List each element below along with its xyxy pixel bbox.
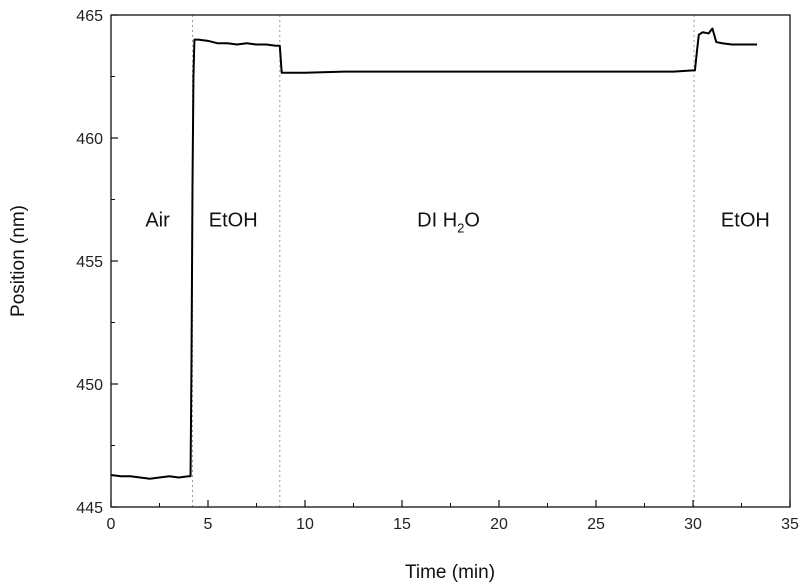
region-labels: Air EtOH DI H2O EtOH	[145, 210, 769, 236]
y-tick-label: 465	[76, 8, 103, 25]
x-tick-label: 20	[490, 516, 508, 533]
region-label: EtOH	[721, 210, 770, 232]
y-tick-label: 460	[76, 131, 103, 148]
x-tick-label: 0	[107, 516, 116, 533]
x-tick-label: 35	[781, 516, 799, 533]
y-axis: 445 450 455 460 465	[76, 8, 118, 517]
region-label: DI H2O	[417, 210, 480, 236]
region-label: Air	[145, 210, 170, 232]
y-tick-label: 455	[76, 254, 103, 271]
x-tick-label: 25	[587, 516, 605, 533]
x-axis: 0 5 10 15 20 25 30 35	[107, 500, 799, 533]
x-tick-label: 5	[204, 516, 213, 533]
x-tick-label: 15	[393, 516, 411, 533]
x-tick-label: 10	[296, 516, 314, 533]
y-tick-label: 445	[76, 500, 103, 517]
y-axis-title: Position (nm)	[8, 205, 29, 317]
region-divider-lines	[191, 15, 695, 507]
series-line	[110, 27, 758, 480]
x-axis-title: Time (min)	[405, 562, 495, 583]
series-layer	[110, 27, 758, 480]
y-tick-label: 450	[76, 377, 103, 394]
region-label: EtOH	[209, 210, 258, 232]
x-tick-label: 30	[684, 516, 702, 533]
plot-frame	[110, 14, 791, 508]
